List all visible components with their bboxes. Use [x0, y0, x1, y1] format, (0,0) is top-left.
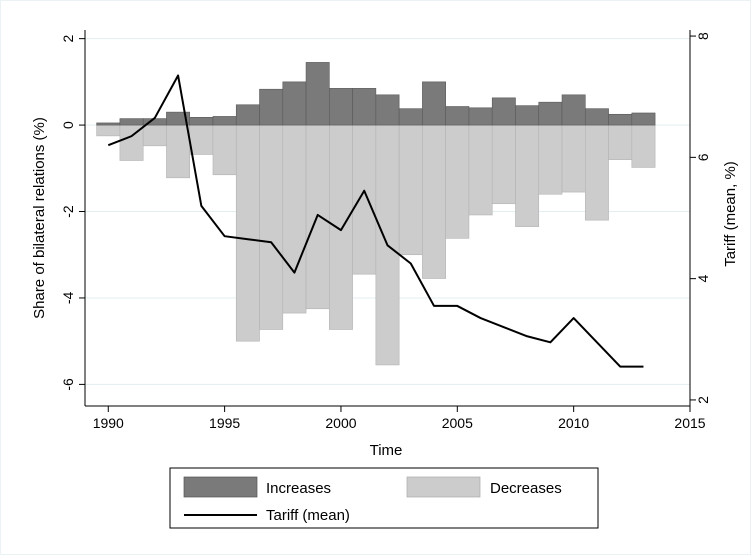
x-tick-label: 1990	[93, 415, 124, 431]
bar-increase	[212, 116, 237, 126]
bar-increase	[259, 88, 284, 126]
bar-decrease	[515, 124, 540, 227]
legend-swatch-decreases	[406, 476, 481, 498]
tariff-line	[107, 74, 644, 368]
bar-increase	[561, 94, 586, 126]
y2-tick-label: 8	[695, 32, 711, 40]
bar-increase	[119, 118, 144, 126]
bar-increase	[96, 122, 121, 126]
axes	[79, 30, 696, 412]
bars	[96, 62, 656, 366]
bar-decrease	[561, 124, 586, 193]
bar-increase	[538, 101, 563, 126]
bar-increase	[235, 104, 260, 126]
bar-increase	[445, 106, 470, 126]
x-tick-label: 1995	[209, 415, 240, 431]
x-axis-title: Time	[370, 442, 403, 459]
y2-axis-title: Tariff (mean, %)	[722, 161, 739, 267]
bar-increase	[329, 88, 353, 126]
bar-decrease	[445, 124, 470, 239]
bar-increase	[584, 108, 609, 126]
x-tick-label: 2005	[442, 415, 473, 431]
x-tick-label: 2015	[674, 415, 705, 431]
bar-decrease	[468, 124, 493, 216]
legend-label-increases: Increases	[266, 480, 331, 497]
bar-decrease	[259, 124, 284, 330]
y-tick-label: -6	[60, 378, 76, 391]
bar-decrease	[282, 124, 307, 314]
bar-increase	[491, 97, 516, 126]
tick-labels: 1990 1995 2000 2005 2010 2015 2 0 -2 -4 -6 8 6 4 2	[60, 32, 711, 431]
y-tick-label: -4	[60, 292, 76, 305]
bar-decrease	[96, 124, 121, 137]
bar-decrease	[608, 124, 633, 160]
tariff-line-layer	[107, 74, 644, 368]
y2-tick-label: 2	[695, 396, 711, 404]
y2-tick-label: 4	[695, 275, 711, 283]
bar-increase	[305, 62, 330, 126]
bar-increase	[515, 105, 540, 126]
bar-decrease	[142, 124, 167, 147]
bar-increase	[422, 81, 446, 126]
y2-tick-label: 6	[695, 153, 711, 161]
bar-increase	[352, 88, 377, 126]
legend-swatch-increases	[183, 476, 258, 498]
legend-label-tariff: Tariff (mean)	[266, 507, 350, 524]
bar-increase	[375, 94, 400, 126]
x-tick-label: 2000	[325, 415, 356, 431]
bar-increase	[398, 108, 423, 126]
bar-decrease	[631, 124, 656, 168]
y-tick-label: -2	[60, 205, 76, 218]
legend: Increases Decreases Tariff (mean)	[169, 467, 599, 529]
bar-decrease	[538, 124, 563, 195]
bar-decrease	[166, 124, 191, 179]
bar-decrease	[329, 124, 353, 330]
bar-decrease	[235, 124, 260, 342]
bar-increase	[189, 117, 214, 126]
bar-decrease	[212, 124, 237, 176]
bar-decrease	[491, 124, 516, 205]
bar-decrease	[584, 124, 609, 221]
y-tick-label: 2	[60, 35, 76, 43]
x-tick-label: 2010	[558, 415, 589, 431]
bar-decrease	[189, 124, 214, 155]
bar-increase	[468, 107, 493, 126]
y-tick-label: 0	[60, 121, 76, 129]
y-axis-title: Share of bilateral relations (%)	[31, 117, 48, 319]
bar-decrease	[352, 124, 377, 275]
bar-decrease	[422, 124, 446, 279]
bar-increase	[282, 81, 307, 126]
bar-increase	[631, 112, 656, 126]
bar-decrease	[398, 124, 423, 256]
bar-increase	[608, 113, 633, 126]
legend-label-decreases: Decreases	[490, 480, 562, 497]
